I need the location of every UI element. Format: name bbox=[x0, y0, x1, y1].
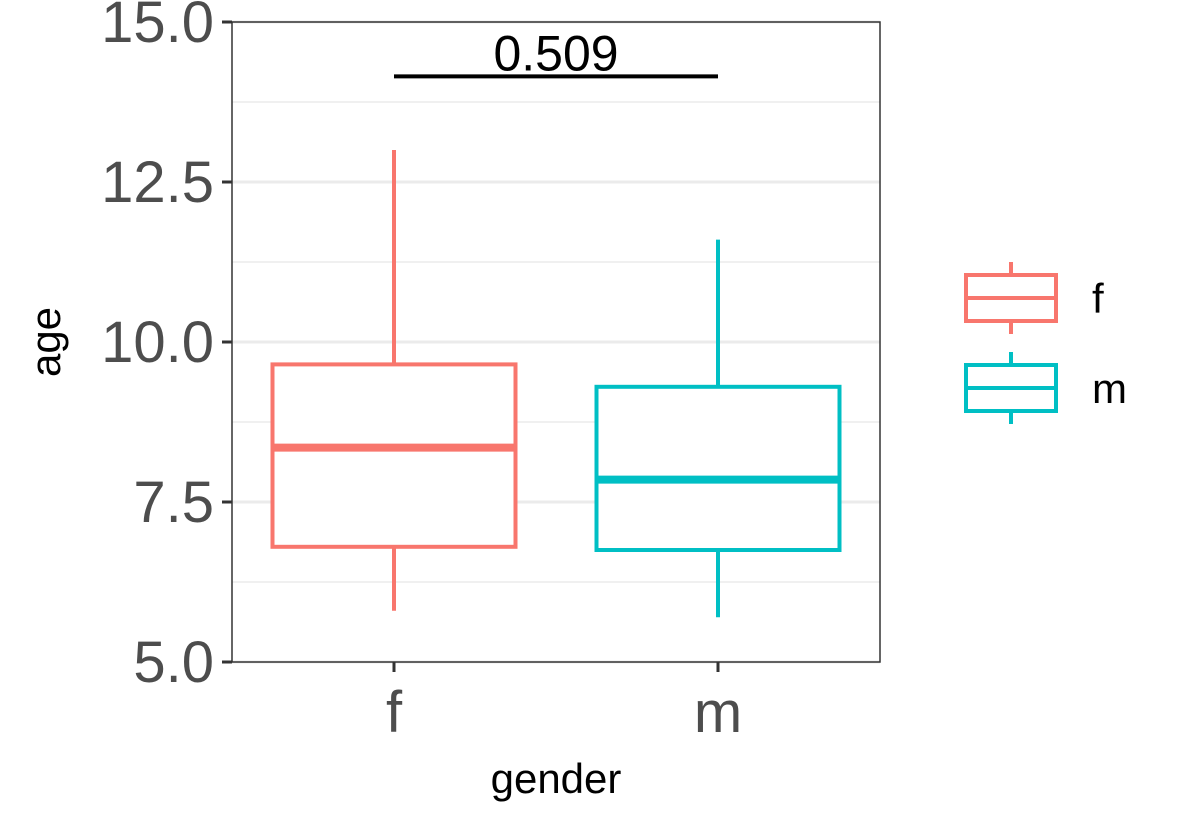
legend-key bbox=[964, 262, 1058, 334]
p-value-label: 0.509 bbox=[493, 25, 618, 81]
y-axis-title: age bbox=[22, 307, 69, 377]
box-iqr bbox=[594, 384, 842, 552]
box-f bbox=[270, 150, 518, 611]
box-m bbox=[594, 239, 842, 618]
x-tick-label: m bbox=[694, 680, 742, 745]
legend-key bbox=[964, 352, 1058, 424]
box-iqr bbox=[270, 362, 518, 549]
legend: fm bbox=[964, 262, 1127, 424]
y-tick-label: 5.0 bbox=[133, 630, 214, 695]
legend-label: f bbox=[1092, 275, 1104, 322]
legend-item-m: m bbox=[964, 352, 1127, 424]
x-axis-title: gender bbox=[491, 755, 622, 802]
significance-annotation: 0.509 bbox=[394, 25, 718, 81]
y-tick-label: 10.0 bbox=[101, 310, 214, 375]
grid-lines bbox=[232, 20, 880, 664]
box-plots bbox=[270, 150, 842, 618]
y-tick-label: 7.5 bbox=[133, 470, 214, 535]
y-tick-label: 15.0 bbox=[101, 0, 214, 55]
x-tick-label: f bbox=[386, 680, 403, 745]
legend-label: m bbox=[1092, 365, 1127, 412]
y-axis: 5.0 7.5 10.0 12.5 15.0 bbox=[101, 0, 232, 695]
y-tick-label: 12.5 bbox=[101, 150, 214, 215]
legend-item-f: f bbox=[964, 262, 1104, 334]
